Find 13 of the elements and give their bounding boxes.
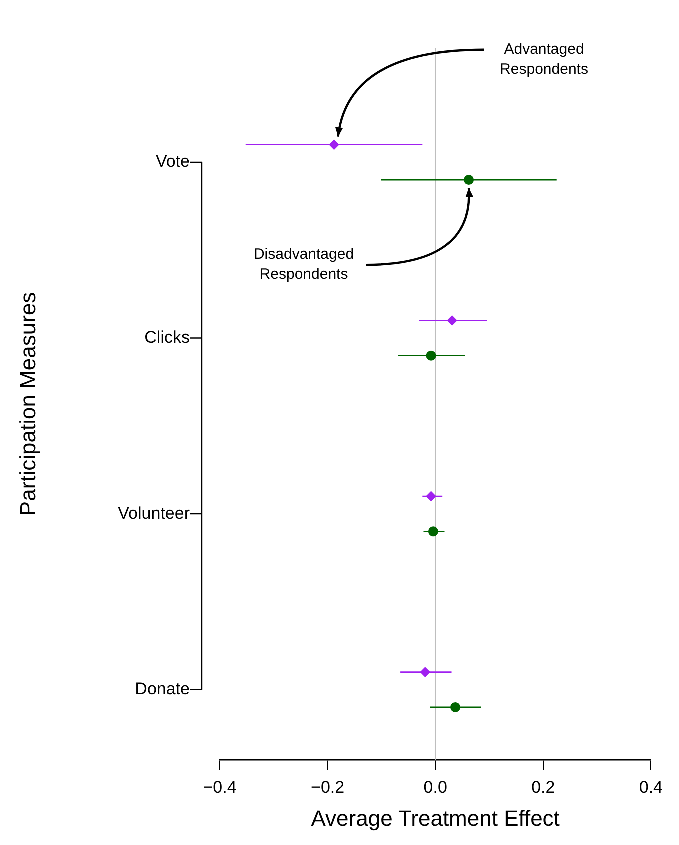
y-tick-label: Clicks bbox=[144, 328, 190, 347]
y-tick-label: Vote bbox=[156, 152, 190, 172]
text: Disadvantaged Respondents bbox=[254, 246, 354, 284]
x-tick-label: 0.2 bbox=[532, 778, 556, 798]
text: Advantaged Respondents bbox=[500, 41, 588, 78]
x-tick-label: 0.0 bbox=[424, 778, 448, 798]
x-tick-label: 0.4 bbox=[639, 778, 664, 798]
x-axis-title: Average Treatment Effect bbox=[311, 806, 560, 831]
y-axis-title: Participation Measures bbox=[15, 292, 40, 516]
y-tick-label: Donate bbox=[135, 680, 190, 699]
x-tick-label: −0.4 bbox=[203, 778, 237, 798]
y-tick-label: Volunteer bbox=[118, 504, 190, 523]
x-tick-label: −0.2 bbox=[311, 778, 345, 798]
